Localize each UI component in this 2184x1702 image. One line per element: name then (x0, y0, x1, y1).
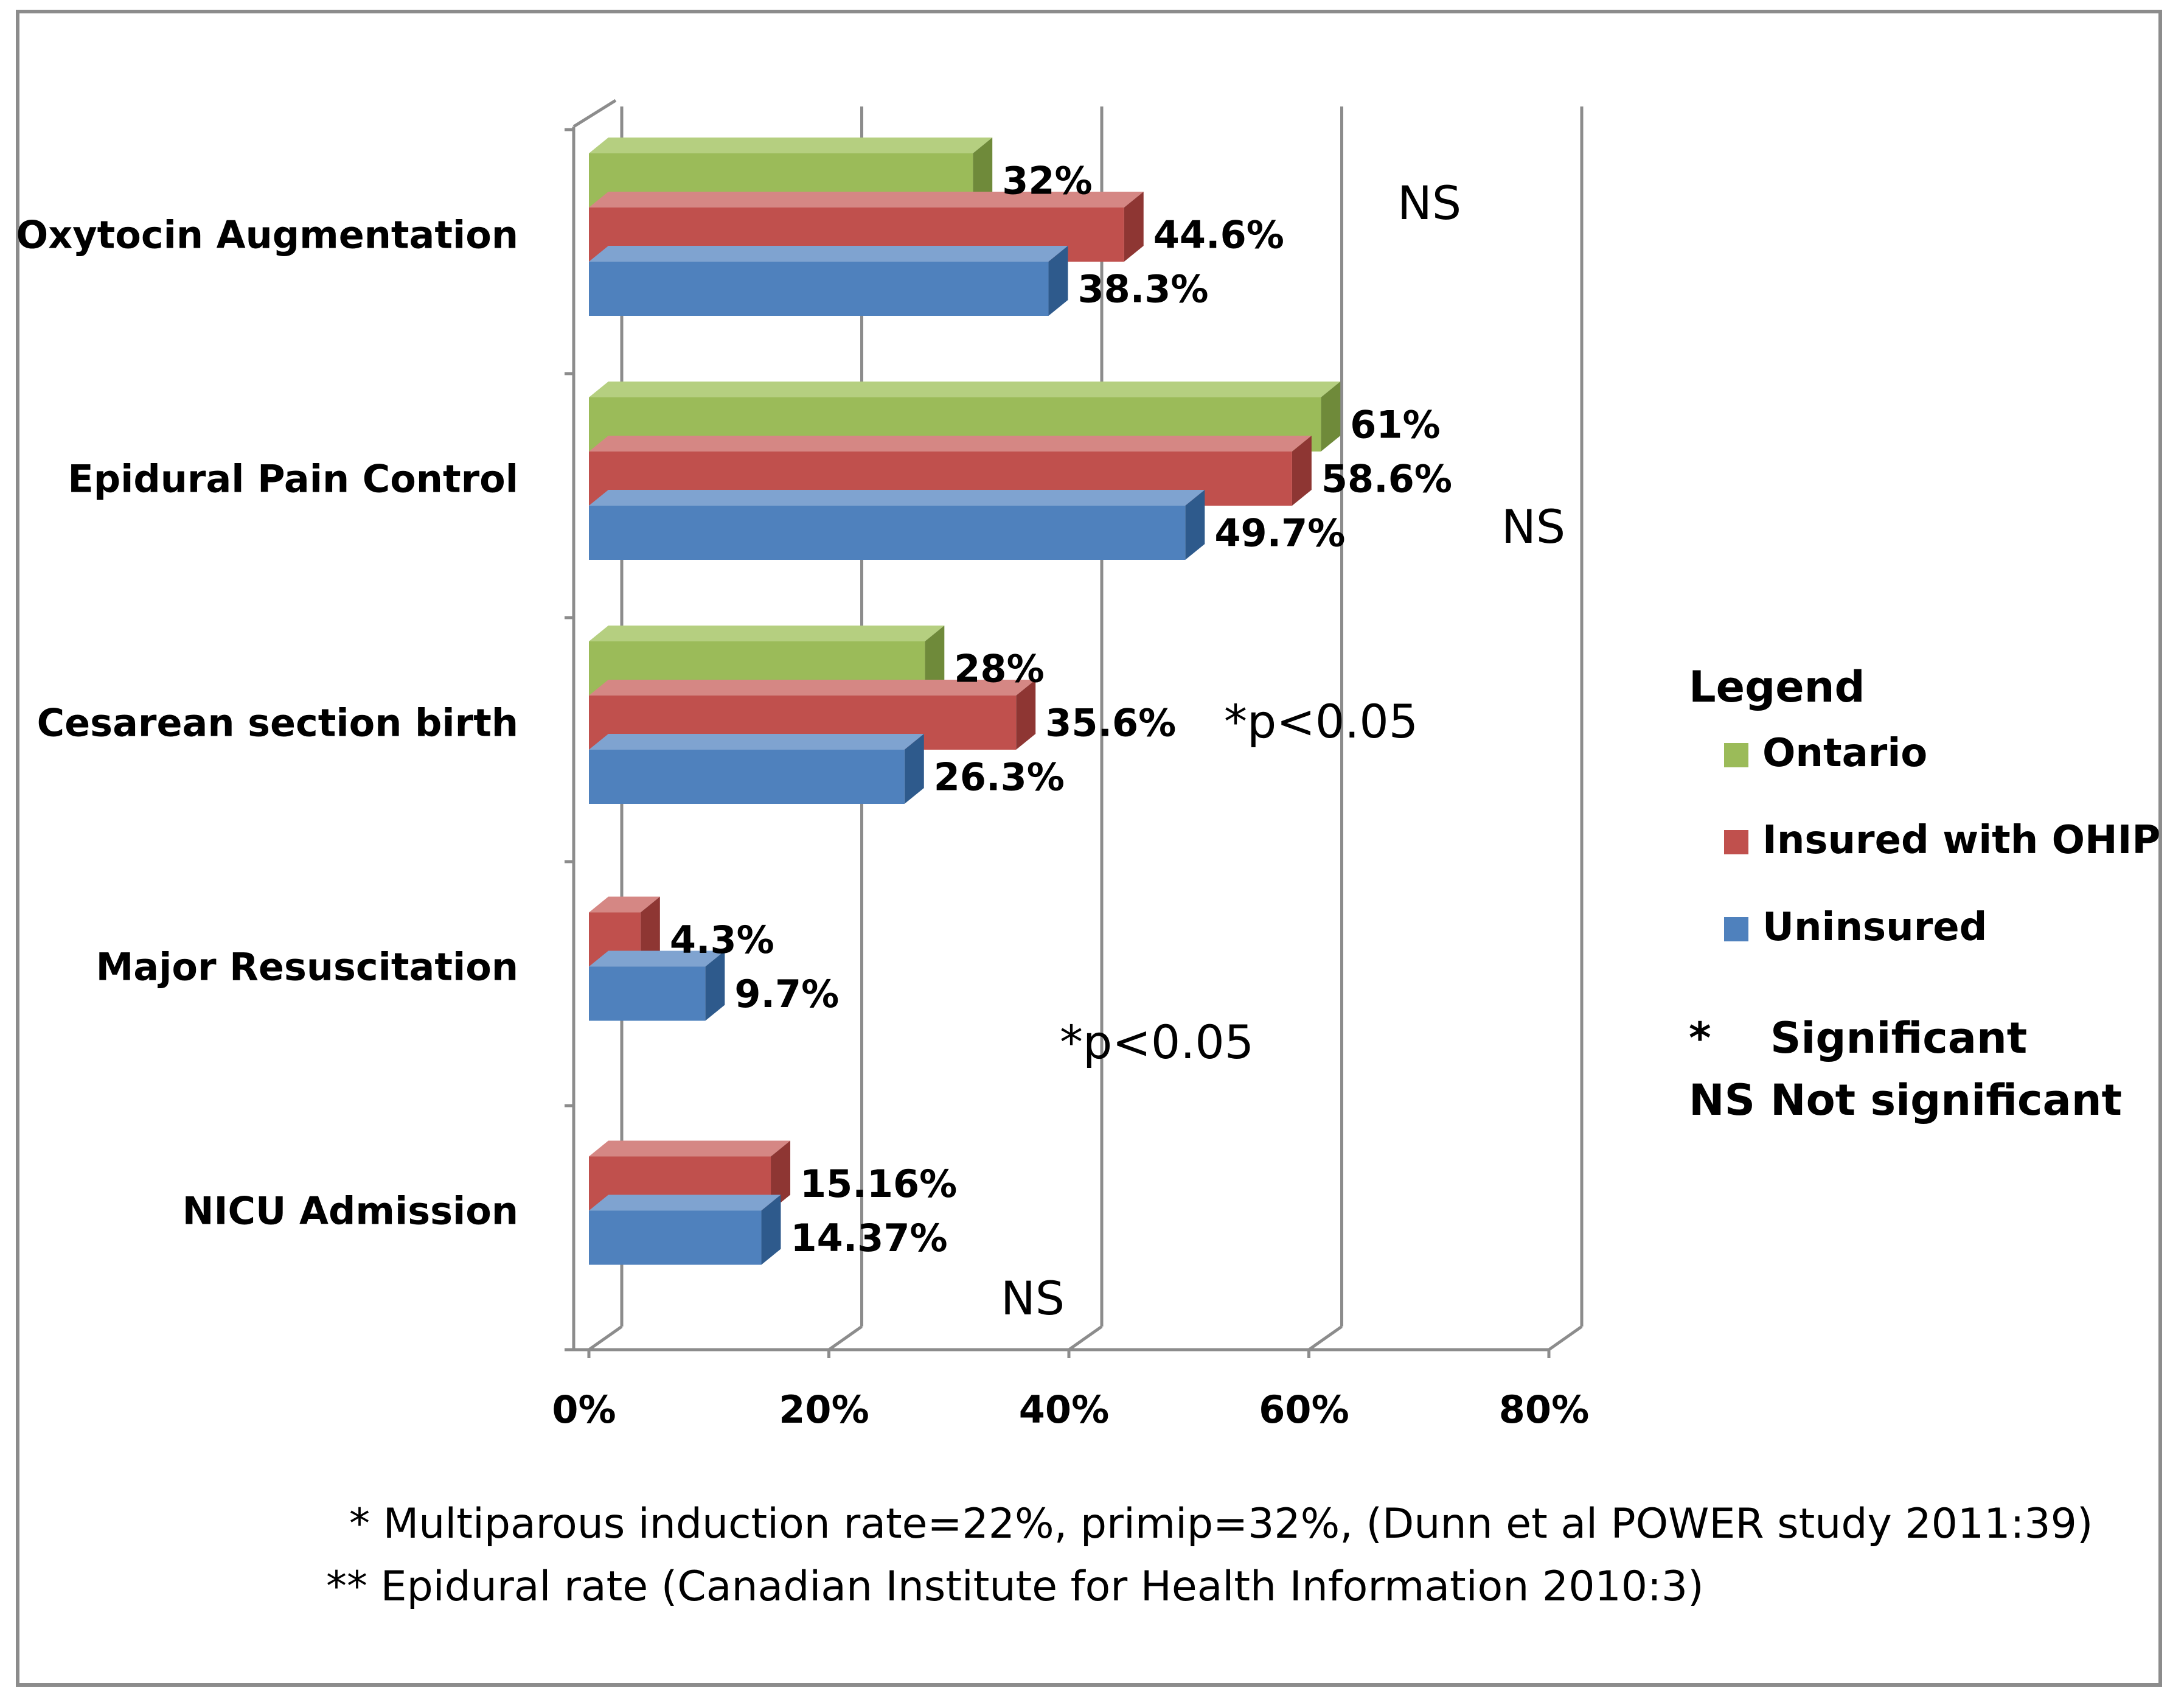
legend-label: Uninsured (1762, 905, 1987, 950)
legend-item-ontario: Ontario (1724, 731, 1927, 776)
significance-nicu-admission: NS (1001, 1271, 1065, 1325)
legend-title: Legend (1689, 662, 1865, 712)
x-tick-label: 40% (1019, 1387, 1109, 1432)
legend-item-insured-with-ohip: Insured with OHIP (1724, 818, 2160, 863)
bar-uninsured-nicu-admission (589, 1195, 781, 1265)
data-label-uninsured-cesarean-section-birth: 26.3% (934, 755, 1065, 800)
floor-gridline (1068, 1325, 1103, 1351)
bar-top (589, 680, 1036, 696)
bar-front (589, 966, 706, 1021)
bar-side (761, 1195, 781, 1265)
category-label-oxytocin-augmentation: Oxytocin Augmentation (16, 213, 518, 257)
data-label-insured-with-ohip-cesarean-section-birth: 35.6% (1045, 701, 1176, 745)
x-tick-label: 20% (779, 1387, 869, 1432)
bar-side (1016, 680, 1036, 750)
legend-note-text: Significant (1770, 1013, 2027, 1063)
bar-side (1321, 382, 1341, 452)
bar-uninsured-major-resuscitation (589, 950, 725, 1021)
bar-top (589, 1195, 781, 1211)
bar-side (705, 950, 725, 1021)
legend-swatch (1724, 743, 1748, 767)
data-label-insured-with-ohip-epidural-pain-control: 58.6% (1321, 457, 1452, 501)
bar-top (589, 246, 1068, 262)
legend-label: Insured with OHIP (1762, 818, 2160, 863)
legend-swatch (1724, 917, 1748, 941)
bar-top (589, 382, 1341, 397)
bar-top (589, 192, 1144, 208)
footnote-2: ** Epidural rate (Canadian Institute for… (326, 1563, 1704, 1611)
significance-oxytocin-augmentation: NS (1397, 176, 1461, 230)
data-label-ontario-epidural-pain-control: 61% (1350, 403, 1440, 447)
bar-side (925, 626, 945, 696)
data-label-insured-with-ohip-major-resuscitation: 4.3% (670, 918, 774, 962)
wall-top-edge (572, 99, 617, 128)
bar-side (1185, 490, 1205, 560)
bar-top (589, 1140, 791, 1157)
bar-top (589, 896, 660, 913)
category-label-epidural-pain-control: Epidural Pain Control (68, 457, 518, 501)
bar-side (904, 734, 924, 804)
category-label-major-resuscitation: Major Resuscitation (96, 945, 518, 989)
bars-layer (589, 138, 1341, 1265)
floor-gridline (828, 1325, 863, 1351)
significance-epidural-pain-control: NS (1501, 500, 1565, 554)
legend-item-uninsured: Uninsured (1724, 905, 1987, 950)
bar-side (1292, 436, 1312, 506)
data-label-uninsured-epidural-pain-control: 49.7% (1214, 511, 1345, 556)
bar-top (589, 436, 1312, 452)
data-label-uninsured-major-resuscitation: 9.7% (734, 972, 839, 1016)
bar-front (589, 506, 1186, 560)
legend-label: Ontario (1762, 731, 1927, 776)
bar-top (589, 950, 725, 967)
bar-uninsured-oxytocin-augmentation (589, 246, 1068, 316)
data-label-uninsured-nicu-admission: 14.37% (790, 1216, 947, 1260)
data-label-ontario-oxytocin-augmentation: 32% (1002, 159, 1092, 203)
data-label-insured-with-ohip-nicu-admission: 15.16% (800, 1162, 957, 1206)
bar-uninsured-epidural-pain-control (589, 490, 1205, 560)
floor-gridline (1548, 1325, 1583, 1351)
chart-frame (16, 10, 2162, 1687)
data-label-uninsured-oxytocin-augmentation: 38.3% (1077, 267, 1208, 312)
x-tick-label: 0% (552, 1387, 616, 1432)
category-label-cesarean-section-birth: Cesarean section birth (37, 701, 518, 745)
bar-side (771, 1140, 791, 1211)
bar-side (1124, 192, 1144, 262)
x-tick-label: 60% (1259, 1387, 1349, 1432)
data-label-insured-with-ohip-oxytocin-augmentation: 44.6% (1153, 213, 1284, 257)
bar-top (589, 138, 993, 153)
footnote-1: * Multiparous induction rate=22%, primip… (349, 1500, 2093, 1548)
legend-note-text: Not significant (1770, 1075, 2122, 1125)
legend-note-symbol: NS (1689, 1075, 1755, 1125)
significance-cesarean-section-birth: *p<0.05 (1224, 694, 1418, 748)
bar-front (589, 1210, 762, 1265)
bar-side (640, 896, 660, 967)
bar-top (589, 490, 1205, 506)
category-label-nicu-admission: NICU Admission (183, 1189, 518, 1233)
floor-gridline (1308, 1325, 1343, 1351)
bar-top (589, 734, 924, 750)
significance-major-resuscitation: *p<0.05 (1060, 1015, 1254, 1069)
bar-front (589, 750, 905, 804)
x-tick-label: 80% (1499, 1387, 1589, 1432)
bar-uninsured-cesarean-section-birth (589, 734, 924, 804)
legend-note-symbol: * (1689, 1013, 1711, 1063)
data-label-ontario-cesarean-section-birth: 28% (954, 647, 1044, 691)
legend: Legend Ontario Insured with OHIP Uninsured *… (1689, 662, 2160, 1125)
floor-gridline (588, 1325, 623, 1351)
legend-swatch (1724, 830, 1748, 854)
bar-front (589, 262, 1049, 316)
bar-side (973, 138, 993, 208)
bar-side (1048, 246, 1068, 316)
bar-top (589, 626, 945, 641)
